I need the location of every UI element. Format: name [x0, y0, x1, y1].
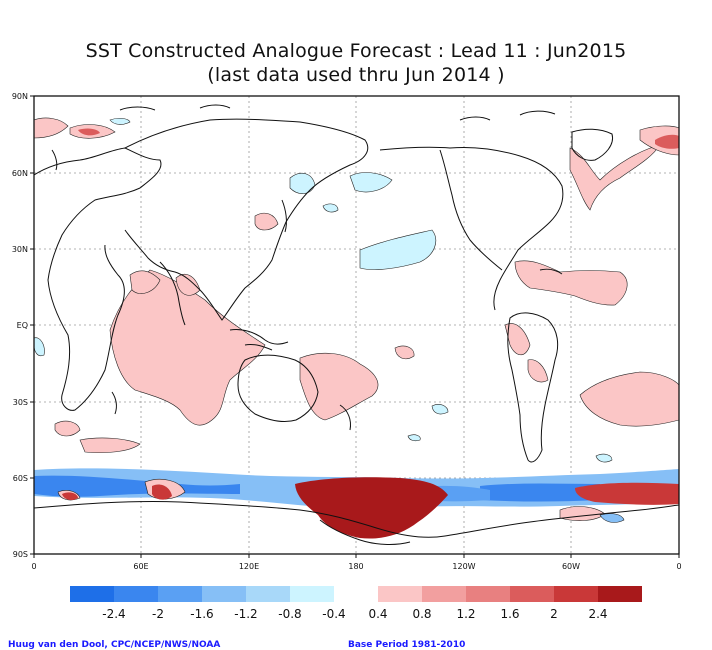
lat-label: 30S: [13, 398, 28, 407]
colorbar-swatch-negative: [70, 586, 114, 602]
colorbar-swatch-negative: [290, 586, 334, 602]
lat-label: 90S: [13, 550, 28, 559]
colorbar-label: -1.6: [190, 607, 213, 621]
lon-label: 60E: [133, 562, 148, 571]
credit-text: Huug van den Dool, CPC/NCEP/NWS/NOAA: [8, 640, 221, 650]
colorbar-label: 2.4: [588, 607, 607, 621]
colorbar-label: 2: [550, 607, 558, 621]
colorbar-swatch-negative: [202, 586, 246, 602]
colorbar-label: 1.6: [500, 607, 519, 621]
colorbar-label: 0.4: [368, 607, 387, 621]
colorbar-swatch-positive: [554, 586, 598, 602]
lat-label: 60N: [12, 169, 28, 178]
colorbar-swatch-negative: [246, 586, 290, 602]
map-title-line1: SST Constructed Analogue Forecast : Lead…: [85, 40, 627, 62]
colorbar-swatch-positive: [510, 586, 554, 602]
warm-anomaly-regions: [34, 117, 679, 521]
lat-label: 30N: [12, 245, 28, 254]
colorbar-label: -2.4: [102, 607, 125, 621]
colorbar-swatch-positive: [466, 586, 510, 602]
lat-label: 90N: [12, 92, 28, 101]
colorbar-swatch-positive: [422, 586, 466, 602]
colorbar-label: -2: [152, 607, 164, 621]
lat-label: 60S: [13, 474, 28, 483]
coastlines: [34, 104, 679, 545]
base-period-text: Base Period 1981-2010: [348, 640, 466, 650]
strong-warm-anomaly: [62, 128, 679, 539]
colorbar-label: 0.8: [412, 607, 431, 621]
lon-label: 0: [676, 562, 681, 571]
latitude-labels: 90N 60N 30N EQ 30S 60S 90S: [12, 92, 28, 559]
map-title-line2: (last data used thru Jun 2014 ): [207, 64, 505, 86]
colorbar-swatch-negative: [114, 586, 158, 602]
lon-label: 180: [348, 562, 363, 571]
lon-label: 0: [31, 562, 36, 571]
longitude-labels: 0 60E 120E 180 120W 60W 0: [31, 562, 681, 571]
lon-label: 60W: [562, 562, 580, 571]
colorbar-swatch-positive: [598, 586, 642, 602]
colorbar-label: 1.2: [456, 607, 475, 621]
cold-anomaly-regions: [34, 117, 625, 523]
axis-ticks: [30, 95, 680, 558]
colorbar-swatch-negative: [158, 586, 202, 602]
lon-label: 120E: [239, 562, 259, 571]
colorbar: -2.4 -2 -1.6 -1.2 -0.8 -0.4 0.4 0.8 1.2 1.6 2 2.4: [70, 586, 642, 621]
colorbar-swatch-positive: [378, 586, 422, 602]
colorbar-label: -1.2: [234, 607, 257, 621]
colorbar-label: -0.8: [278, 607, 301, 621]
lon-label: 120W: [452, 562, 475, 571]
colorbar-label: -0.4: [322, 607, 345, 621]
lat-label: EQ: [17, 321, 28, 330]
